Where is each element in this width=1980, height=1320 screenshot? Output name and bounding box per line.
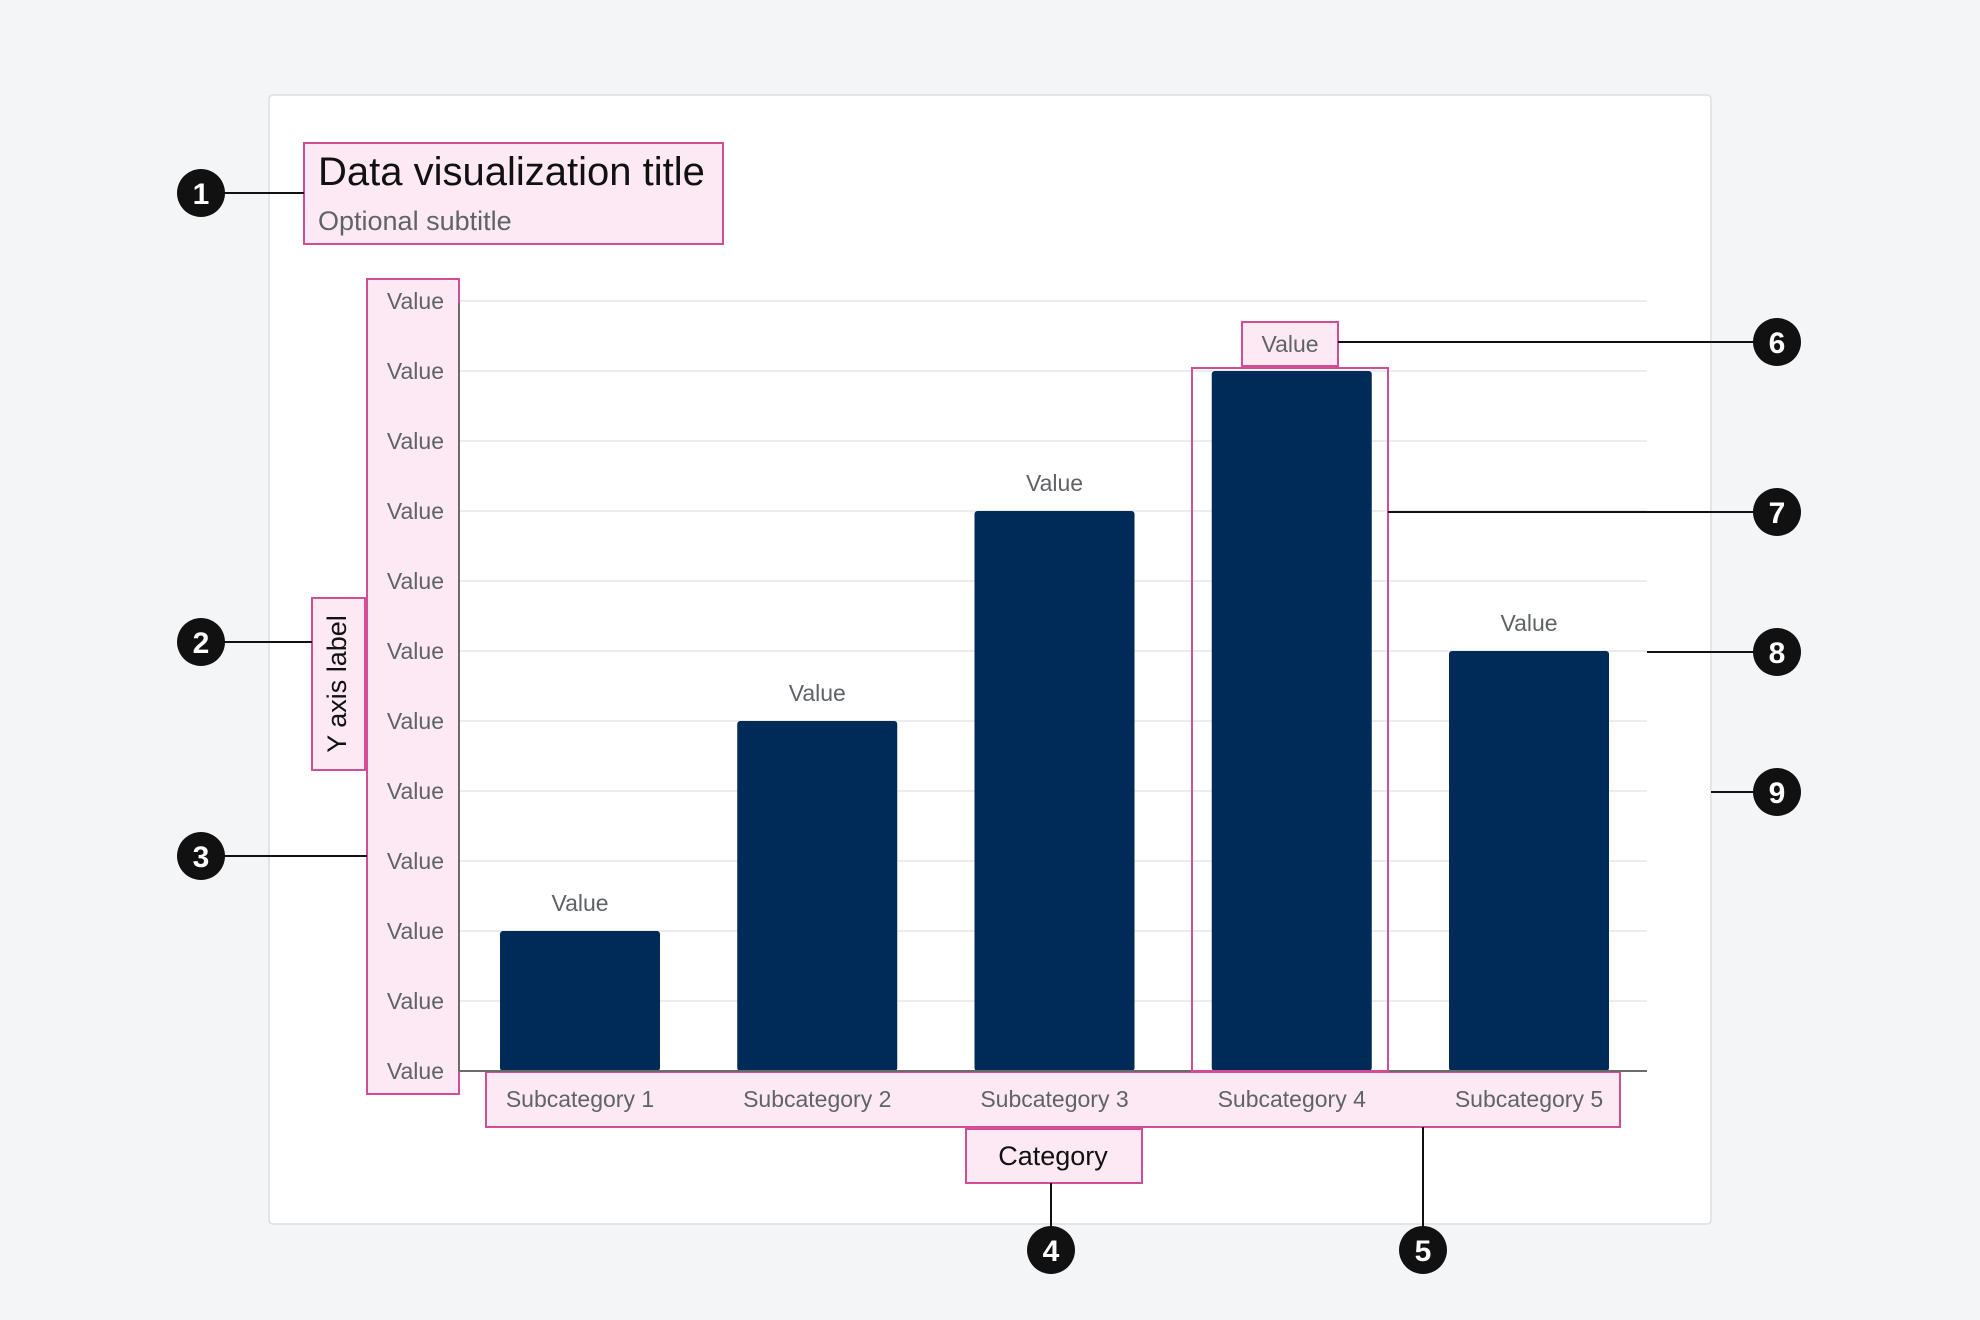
- bars: [500, 371, 1609, 1071]
- svg-text:2: 2: [193, 627, 210, 660]
- value-labels: Value Value Value Value: [551, 470, 1557, 916]
- title-highlight-box: [303, 142, 724, 245]
- y-tick-label: Value: [387, 988, 444, 1014]
- x-tick-label: Subcategory 3: [980, 1086, 1128, 1112]
- svg-text:7: 7: [1769, 497, 1786, 530]
- value-label: Value: [1500, 610, 1557, 636]
- svg-text:1: 1: [193, 178, 210, 211]
- x-ticks-highlight-box: [485, 1071, 1621, 1128]
- y-tick-label: Value: [387, 288, 444, 314]
- callout-marker-5: 5: [1399, 1226, 1447, 1274]
- y-axis-label-highlight-box: [311, 597, 366, 771]
- svg-text:5: 5: [1415, 1235, 1432, 1268]
- y-tick-label: Value: [387, 498, 444, 524]
- callout-marker-1: 1: [177, 169, 225, 217]
- callout-marker-6: 6: [1753, 318, 1801, 366]
- svg-text:4: 4: [1043, 1235, 1060, 1268]
- highlighted-value-label: Value: [1261, 331, 1318, 357]
- callout-marker-8: 8: [1753, 628, 1801, 676]
- svg-text:6: 6: [1769, 327, 1786, 360]
- y-tick-label: Value: [387, 848, 444, 874]
- y-tick-label: Value: [387, 428, 444, 454]
- y-tick-label: Value: [387, 358, 444, 384]
- value-label-highlight-box: [1241, 321, 1339, 367]
- bar-1: [500, 931, 660, 1071]
- y-tick-label: Value: [387, 918, 444, 944]
- y-tick-label: Value: [387, 568, 444, 594]
- bar-2: [737, 721, 898, 1071]
- bar-highlight-box: [1191, 367, 1389, 1072]
- chart-subtitle: Optional subtitle: [318, 206, 512, 236]
- y-tick-label: Value: [387, 778, 444, 804]
- x-axis-title-highlight-box: [965, 1128, 1143, 1184]
- callout-marker-4: 4: [1027, 1226, 1075, 1274]
- svg-text:3: 3: [193, 841, 210, 874]
- callout-marker-3: 3: [177, 832, 225, 880]
- callout-marker-7: 7: [1753, 488, 1801, 536]
- value-label: Value: [1026, 470, 1083, 496]
- value-label: Value: [789, 680, 846, 706]
- x-tick-label: Subcategory 1: [506, 1086, 654, 1112]
- bar-4: [1211, 371, 1372, 1071]
- callout-marker-2: 2: [177, 618, 225, 666]
- y-tick-label: Value: [387, 708, 444, 734]
- callout-marker-9: 9: [1753, 768, 1801, 816]
- x-tick-label: Subcategory 4: [1218, 1086, 1367, 1112]
- y-ticks-highlight-box: [366, 278, 460, 1095]
- x-axis-label: Category: [998, 1141, 1108, 1171]
- svg-text:9: 9: [1769, 777, 1786, 810]
- x-tick-labels: Subcategory 1 Subcategory 2 Subcategory 3 S…: [506, 1086, 1603, 1112]
- y-tick-label: Value: [387, 638, 444, 664]
- chart-title: Data visualization title: [318, 150, 705, 194]
- x-tick-label: Subcategory 5: [1455, 1086, 1603, 1112]
- svg-text:8: 8: [1769, 637, 1786, 670]
- x-tick-label: Subcategory 2: [743, 1086, 891, 1112]
- bar-5: [1449, 651, 1609, 1071]
- bar-3: [974, 511, 1135, 1071]
- y-axis-label: Y axis label: [322, 615, 352, 753]
- y-tick-labels: Value Value Value Value Value Value Value Value…: [387, 288, 444, 1084]
- y-tick-label: Value: [387, 1058, 444, 1084]
- value-label: Value: [551, 890, 608, 916]
